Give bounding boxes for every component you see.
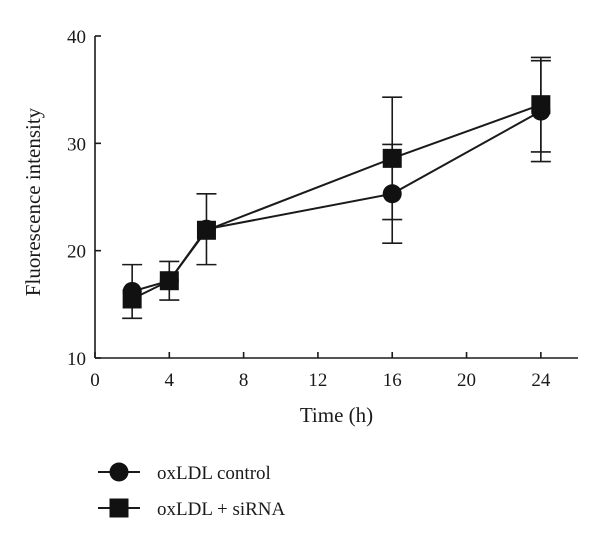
series-lines [131,103,542,300]
legend-item: oxLDL control [98,462,271,484]
y-tick-label: 30 [67,134,86,155]
legend-label-oxldl-control: oxLDL control [157,463,271,484]
data-point-square [122,289,142,309]
legend-marker-square [109,498,129,518]
x-tick-label: 8 [239,370,249,391]
x-tick-label: 24 [531,370,551,391]
series-line [131,103,542,300]
axes [94,36,578,359]
error-bars [122,56,551,320]
x-tick-label: 0 [90,370,100,391]
x-tick-label: 20 [457,370,476,391]
data-point-circle [382,184,402,204]
data-point-square [531,95,551,115]
data-point-square [196,220,216,240]
ticks: 0 4 8 12 16 20 24 10 20 30 40 [67,27,551,391]
y-tick-label: 40 [67,27,86,48]
legend-item: oxLDL + siRNA [98,498,286,520]
legend: oxLDL control oxLDL + siRNA [98,462,286,520]
legend-label-oxldl-sirna: oxLDL + siRNA [157,499,286,520]
y-tick-label: 20 [67,242,86,263]
x-tick-label: 16 [383,370,402,391]
x-tick-label: 12 [308,370,327,391]
legend-marker-circle [109,462,129,482]
series-markers [122,95,551,309]
data-point-square [382,148,402,168]
y-tick-label: 10 [67,349,86,370]
series-line [131,110,542,293]
y-axis-title: Fluorescence intensity [21,107,45,296]
x-tick-label: 4 [165,370,175,391]
data-point-square [159,271,179,291]
x-axis-title: Time (h) [300,403,373,427]
